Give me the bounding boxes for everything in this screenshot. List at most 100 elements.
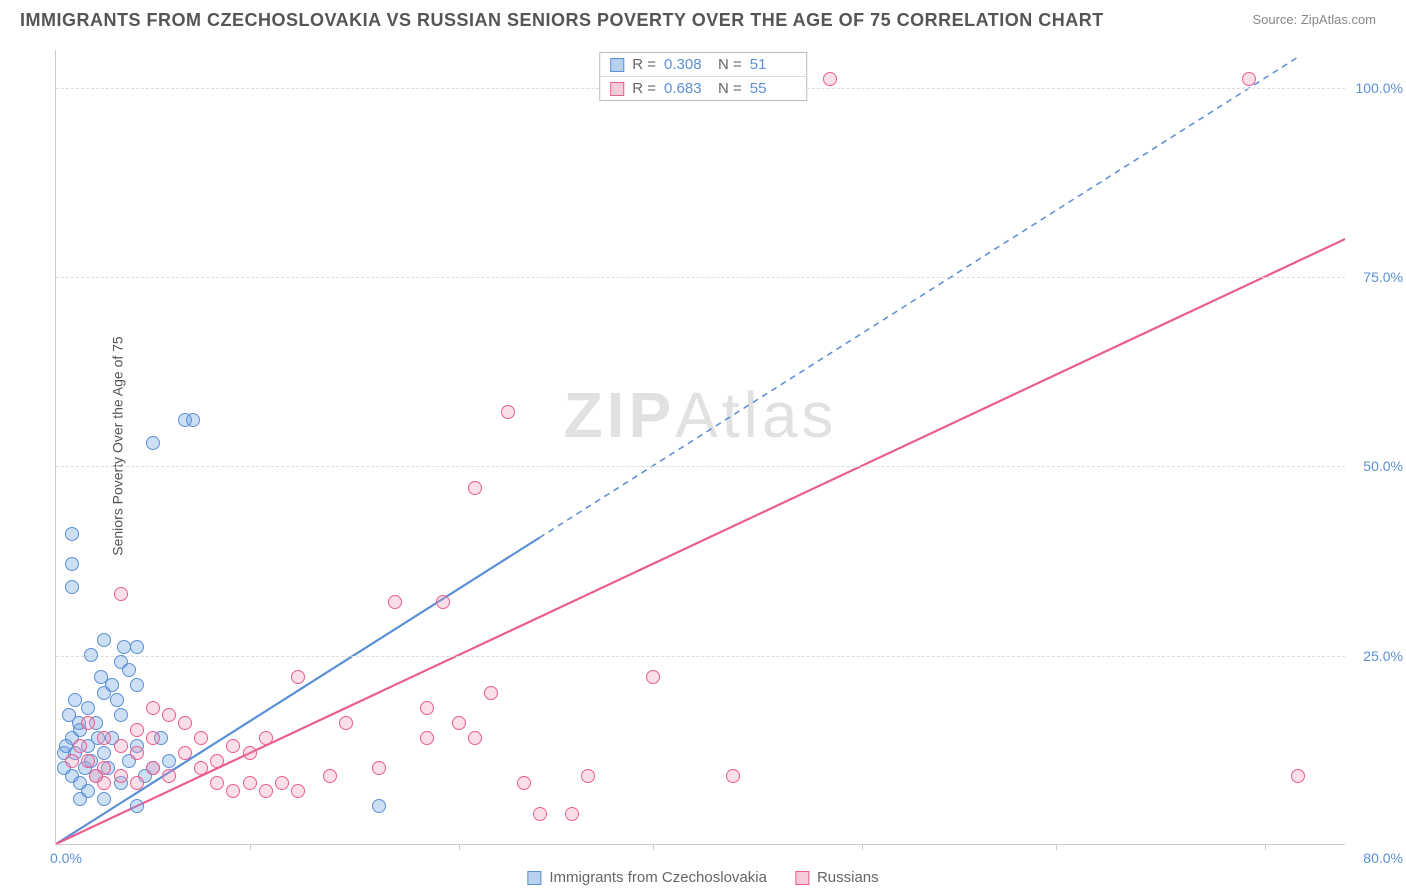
- scatter-point: [94, 670, 108, 684]
- scatter-point: [130, 776, 144, 790]
- scatter-point: [97, 746, 111, 760]
- scatter-point: [275, 776, 289, 790]
- scatter-point: [130, 723, 144, 737]
- scatter-point: [162, 708, 176, 722]
- scatter-point: [73, 792, 87, 806]
- scatter-point: [97, 731, 111, 745]
- scatter-point: [646, 670, 660, 684]
- tick-v: [1056, 844, 1057, 850]
- scatter-point: [291, 670, 305, 684]
- scatter-point: [259, 784, 273, 798]
- scatter-point: [114, 739, 128, 753]
- scatter-point: [372, 799, 386, 813]
- source-label: Source: ZipAtlas.com: [1252, 12, 1376, 27]
- stat-N-pink: 55: [750, 80, 796, 97]
- scatter-point: [130, 799, 144, 813]
- scatter-point: [65, 527, 79, 541]
- scatter-point: [1242, 72, 1256, 86]
- scatter-point: [323, 769, 337, 783]
- scatter-point: [84, 648, 98, 662]
- scatter-point: [81, 701, 95, 715]
- scatter-point: [420, 701, 434, 715]
- stat-R-pink: 0.683: [664, 80, 710, 97]
- tick-v: [1265, 844, 1266, 850]
- scatter-point: [59, 739, 73, 753]
- stat-R-blue: 0.308: [664, 56, 710, 73]
- scatter-point: [581, 769, 595, 783]
- scatter-point: [243, 746, 257, 760]
- scatter-point: [130, 746, 144, 760]
- legend-label-pink: Russians: [817, 869, 879, 886]
- stats-legend: R = 0.308 N = 51 R = 0.683 N = 55: [599, 52, 807, 101]
- scatter-point: [81, 754, 95, 768]
- scatter-point: [388, 595, 402, 609]
- scatter-point: [114, 769, 128, 783]
- scatter-point: [194, 761, 208, 775]
- stats-row-blue: R = 0.308 N = 51: [600, 53, 806, 76]
- swatch-blue-icon: [527, 871, 541, 885]
- trendline-solid: [56, 103, 1345, 844]
- tick-v: [653, 844, 654, 850]
- gridline-h: [56, 656, 1345, 657]
- x-tick-min: 0.0%: [50, 850, 82, 866]
- scatter-point: [436, 595, 450, 609]
- scatter-point: [97, 792, 111, 806]
- scatter-point: [210, 776, 224, 790]
- scatter-point: [533, 807, 547, 821]
- scatter-point: [468, 481, 482, 495]
- scatter-point: [194, 731, 208, 745]
- stats-row-pink: R = 0.683 N = 55: [600, 76, 806, 100]
- scatter-point: [65, 754, 79, 768]
- scatter-point: [146, 701, 160, 715]
- scatter-point: [114, 587, 128, 601]
- scatter-point: [823, 72, 837, 86]
- y-tick-label: 100.0%: [1356, 80, 1403, 96]
- scatter-point: [65, 557, 79, 571]
- scatter-point: [210, 754, 224, 768]
- scatter-point: [162, 769, 176, 783]
- trend-lines-svg: [56, 50, 1345, 844]
- y-tick-label: 75.0%: [1363, 269, 1403, 285]
- y-tick-label: 25.0%: [1363, 648, 1403, 664]
- scatter-point: [259, 731, 273, 745]
- tick-v: [250, 844, 251, 850]
- scatter-point: [420, 731, 434, 745]
- scatter-point: [110, 693, 124, 707]
- scatter-point: [484, 686, 498, 700]
- scatter-point: [452, 716, 466, 730]
- scatter-point: [178, 716, 192, 730]
- scatter-point: [226, 739, 240, 753]
- scatter-point: [186, 413, 200, 427]
- x-tick-max: 80.0%: [1363, 850, 1403, 866]
- stat-N-label: N =: [718, 80, 742, 97]
- scatter-point: [81, 716, 95, 730]
- chart-title: IMMIGRANTS FROM CZECHOSLOVAKIA VS RUSSIA…: [20, 10, 1104, 31]
- tick-v: [862, 844, 863, 850]
- scatter-point: [243, 776, 257, 790]
- stat-N-blue: 51: [750, 56, 796, 73]
- gridline-h: [56, 277, 1345, 278]
- scatter-point: [122, 663, 136, 677]
- y-tick-label: 50.0%: [1363, 458, 1403, 474]
- legend-item-pink: Russians: [795, 869, 879, 886]
- stat-R-label: R =: [632, 80, 656, 97]
- stat-N-label: N =: [718, 56, 742, 73]
- scatter-point: [65, 580, 79, 594]
- scatter-point: [130, 678, 144, 692]
- scatter-point: [162, 754, 176, 768]
- scatter-point: [68, 693, 82, 707]
- watermark-light: Atlas: [675, 379, 837, 451]
- scatter-point: [73, 739, 87, 753]
- scatter-point: [114, 708, 128, 722]
- watermark: ZIPAtlas: [564, 378, 838, 452]
- scatter-point: [517, 776, 531, 790]
- bottom-legend: Immigrants from Czechoslovakia Russians: [527, 869, 878, 886]
- scatter-point: [146, 761, 160, 775]
- scatter-point: [89, 769, 103, 783]
- scatter-point: [146, 731, 160, 745]
- scatter-point: [130, 640, 144, 654]
- tick-v: [459, 844, 460, 850]
- scatter-point: [339, 716, 353, 730]
- scatter-point: [291, 784, 305, 798]
- stat-R-label: R =: [632, 56, 656, 73]
